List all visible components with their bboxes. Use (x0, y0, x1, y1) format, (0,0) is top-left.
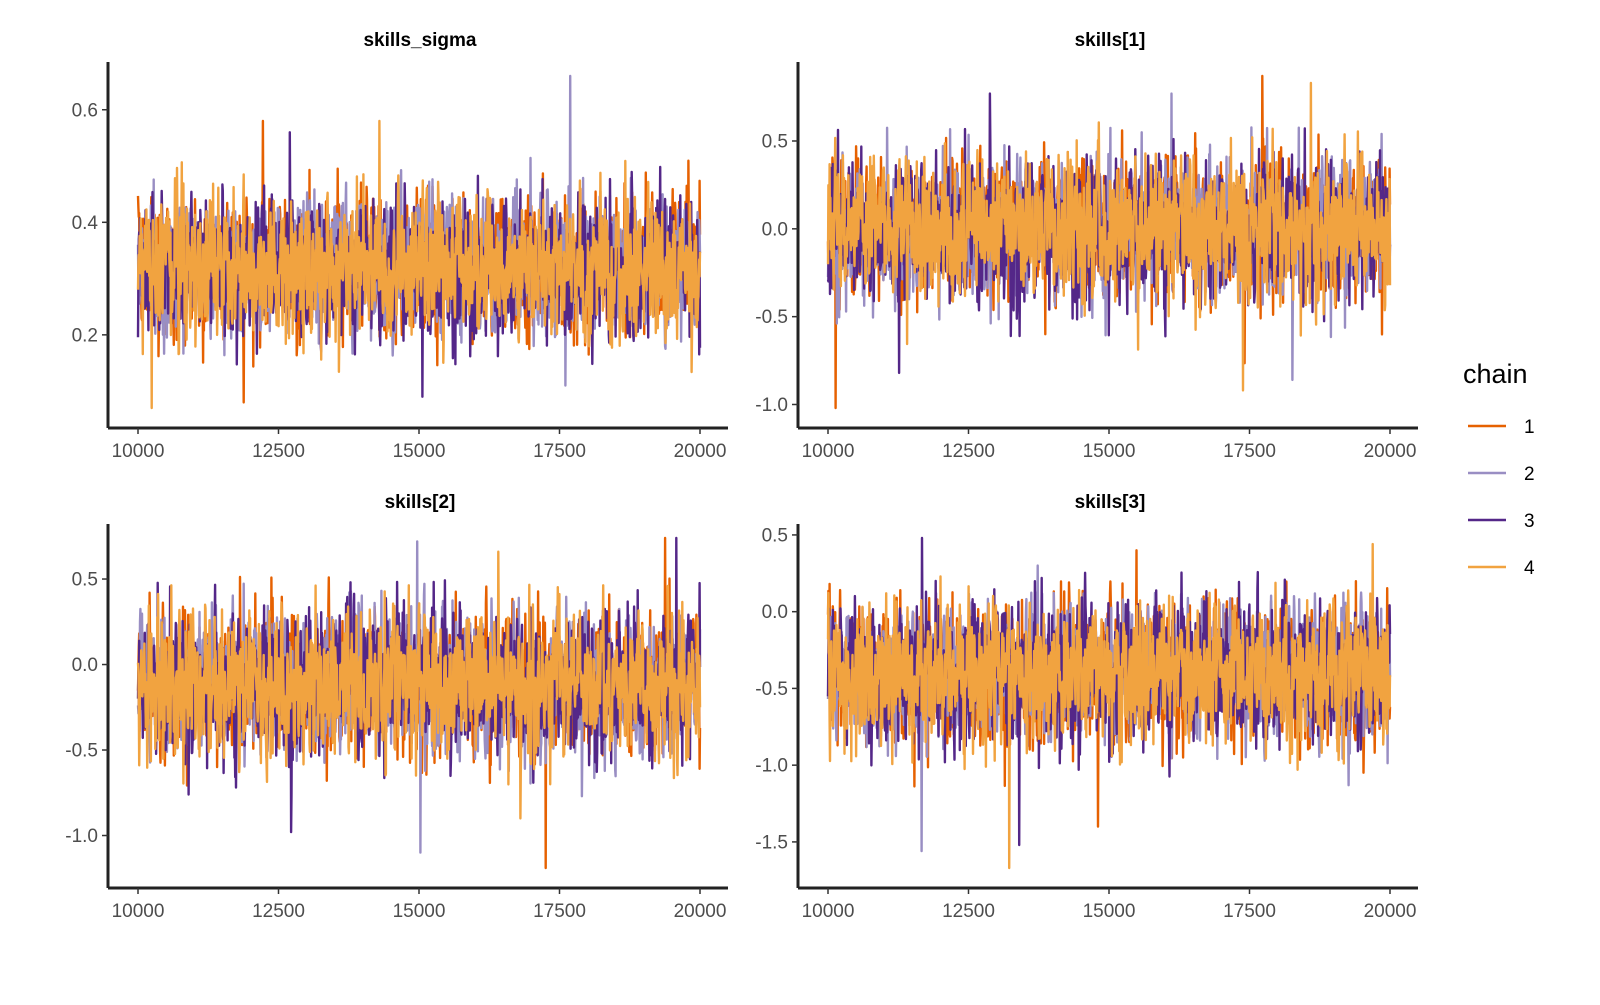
x-tick-label: 17500 (1223, 441, 1276, 462)
x-tick-label: 12500 (942, 901, 995, 922)
x-tick-label: 15000 (1083, 901, 1136, 922)
x-tick-label: 17500 (533, 441, 586, 462)
panel-title: skills[2] (385, 492, 456, 513)
legend-label-chain-4: 4 (1524, 558, 1535, 579)
x-tick-label: 15000 (393, 901, 446, 922)
x-tick-label: 10000 (802, 441, 855, 462)
x-tick-label: 20000 (674, 441, 727, 462)
x-tick-label: 10000 (802, 901, 855, 922)
panel-1: skills_sigma 0.2 0.4 0.6 10000 12500 15000 1750… (72, 30, 728, 462)
y-tick-label: -1.0 (755, 756, 788, 777)
y-tick-label: -0.5 (755, 679, 788, 700)
y-tick-label: -0.5 (755, 307, 788, 328)
panel-title: skills[1] (1075, 30, 1146, 51)
x-tick-label: 12500 (942, 441, 995, 462)
legend-title: chain (1463, 359, 1528, 389)
x-tick-label: 12500 (252, 901, 305, 922)
panel-title: skills[3] (1075, 492, 1146, 513)
y-tick-label: 0.2 (72, 325, 98, 346)
y-tick-label: -1.5 (755, 832, 788, 853)
y-tick-label: 0.0 (72, 655, 98, 676)
legend-label-chain-3: 3 (1524, 511, 1535, 532)
x-tick-label: 10000 (112, 441, 165, 462)
x-tick-label: 12500 (252, 441, 305, 462)
panel-4: skills[3] -1.5 -1.0 -0.5 0.0 0.5 10000 12500 150… (755, 492, 1418, 922)
y-tick-label: 0.5 (72, 570, 98, 591)
y-tick-label: -1.0 (755, 395, 788, 416)
trace-line-chain-4 (826, 542, 1392, 870)
trace-line-chain-4 (136, 550, 702, 820)
panel-3: skills[2] -1.0 -0.5 0.0 0.5 10000 12500 15000 17… (65, 492, 728, 922)
y-tick-label: 0.5 (762, 131, 788, 152)
x-tick-label: 15000 (1083, 441, 1136, 462)
y-tick-label: 0.4 (72, 213, 99, 234)
x-tick-label: 10000 (112, 901, 165, 922)
x-tick-label: 20000 (1364, 441, 1417, 462)
trace-line-chain-3 (826, 92, 1392, 375)
legend-label-chain-1: 1 (1524, 417, 1535, 438)
x-tick-label: 17500 (1223, 901, 1276, 922)
y-tick-label: -0.5 (65, 741, 98, 762)
legend-label-chain-2: 2 (1524, 464, 1535, 485)
x-tick-label: 15000 (393, 441, 446, 462)
legend: chain 1 2 3 4 (1463, 359, 1535, 579)
y-tick-label: 0.6 (72, 100, 98, 121)
trace-line-chain-4 (826, 81, 1392, 392)
x-tick-label: 20000 (674, 901, 727, 922)
trace-line-chain-4 (136, 119, 702, 410)
y-tick-label: -1.0 (65, 826, 98, 847)
y-tick-label: 0.5 (762, 525, 788, 546)
y-tick-label: 0.0 (762, 602, 788, 623)
panel-2: skills[1] -1.0 -0.5 0.0 0.5 10000 12500 15000 17… (755, 30, 1418, 462)
x-tick-label: 17500 (533, 901, 586, 922)
x-tick-label: 20000 (1364, 901, 1417, 922)
y-tick-label: 0.0 (762, 219, 788, 240)
panel-title: skills_sigma (363, 30, 476, 51)
